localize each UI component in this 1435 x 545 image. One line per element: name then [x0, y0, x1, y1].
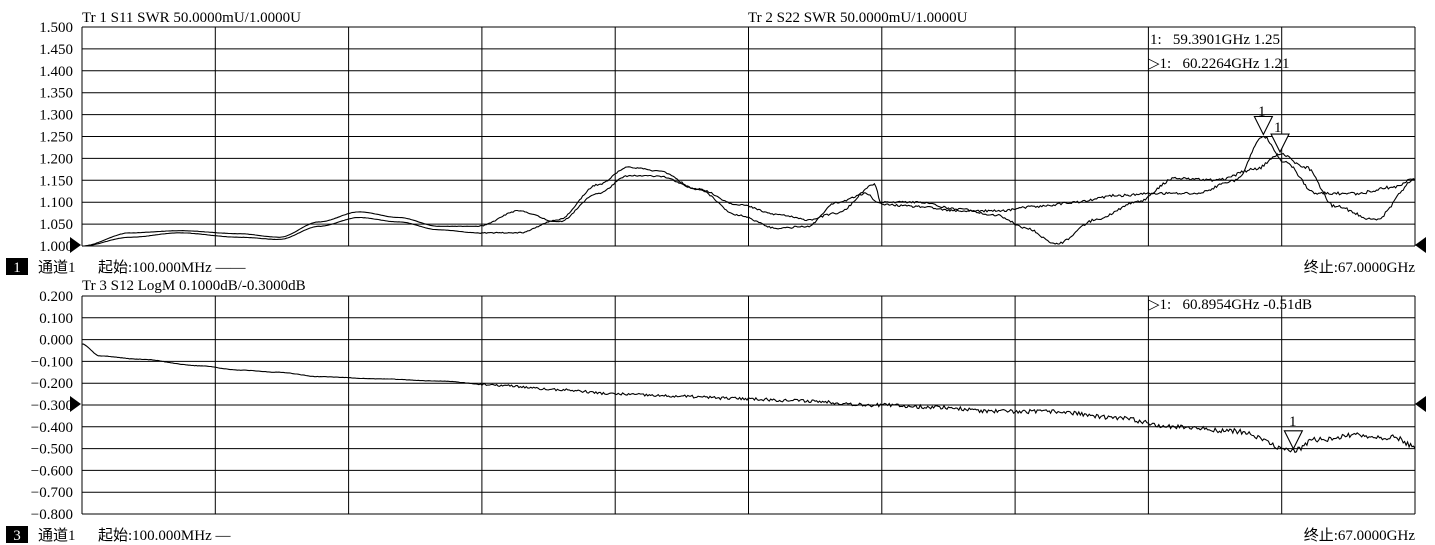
y-tick-label: −0.700	[31, 485, 73, 501]
y-tick-label: 1.400	[39, 64, 73, 80]
top-plot-grid	[81, 26, 1416, 247]
trace-line	[82, 152, 1415, 247]
y-tick-label: −0.400	[31, 420, 73, 436]
y-tick-label: 1.050	[39, 217, 73, 233]
reference-right-arrow-icon[interactable]	[1415, 396, 1426, 412]
y-tick-label: 0.100	[39, 311, 73, 327]
bottom-y-axis-ticks: 0.200 0.100 0.000 −0.100 −0.200 −0.300 −0.400 −…	[31, 289, 73, 523]
bottom-markers[interactable]	[1283, 430, 1304, 451]
trace-line	[81, 135, 1416, 247]
top-y-axis-ticks: 1.500 1.450 1.400 1.350 1.300 1.250 1.200 1.150…	[39, 20, 73, 255]
y-tick-label: 1.250	[39, 130, 73, 146]
y-tick-label: −0.600	[31, 463, 73, 479]
marker-flag-1: 1	[1258, 104, 1266, 120]
y-tick-label: −0.100	[31, 354, 73, 370]
channel-badge-label: 1	[13, 260, 21, 276]
y-tick-label: 0.200	[39, 289, 73, 305]
y-tick-label: −0.200	[31, 376, 73, 392]
channel-badge-label: 3	[13, 528, 21, 544]
bottom-traces	[82, 343, 1416, 454]
stop-frequency[interactable]: 终止:67.0000GHz	[1304, 527, 1416, 544]
marker-readout-1: 1: 59.3901GHz 1.25	[1150, 32, 1280, 48]
channel-label: 通道1	[38, 527, 76, 544]
channel-badge[interactable]	[6, 258, 28, 275]
marker-flag-2: 1	[1274, 120, 1282, 136]
y-tick-label: −0.300	[31, 398, 73, 414]
y-tick-label: 1.150	[39, 173, 73, 189]
top-traces	[81, 135, 1416, 247]
start-frequency[interactable]: 起始:100.000MHz —	[98, 527, 231, 544]
stop-frequency[interactable]: 终止:67.0000GHz	[1304, 259, 1416, 276]
y-tick-label: 1.450	[39, 42, 73, 58]
y-tick-label: −0.800	[31, 507, 73, 523]
y-tick-label: 1.300	[39, 108, 73, 124]
top-markers[interactable]	[1253, 115, 1290, 154]
marker-flag-3: 1	[1289, 414, 1297, 430]
marker-triangle-icon[interactable]	[1283, 430, 1304, 451]
trace-2-header[interactable]: Tr 2 S22 SWR 50.0000mU/1.0000U	[748, 10, 968, 26]
y-tick-label: 1.000	[39, 239, 73, 255]
y-tick-label: 1.100	[39, 195, 73, 211]
marker-readout-3: ▷1: 60.8954GHz -0.51dB	[1148, 297, 1312, 313]
y-tick-label: 1.350	[39, 86, 73, 102]
y-tick-label: 1.500	[39, 20, 73, 36]
channel-label: 通道1	[38, 259, 76, 276]
reference-left-arrow-icon[interactable]	[70, 396, 81, 412]
trace-line	[82, 343, 1416, 454]
bottom-plot-grid	[81, 295, 1416, 515]
start-frequency[interactable]: 起始:100.000MHz ——	[98, 259, 246, 276]
channel-badge[interactable]	[6, 526, 28, 543]
y-tick-label: 1.200	[39, 151, 73, 167]
marker-triangle-icon[interactable]	[1270, 133, 1290, 154]
marker-triangle-icon[interactable]	[1253, 115, 1274, 136]
trace-1-header[interactable]: Tr 1 S11 SWR 50.0000mU/1.0000U	[82, 10, 301, 26]
reference-right-arrow-icon[interactable]	[1415, 237, 1426, 253]
y-tick-label: −0.500	[31, 442, 73, 458]
y-tick-label: 0.000	[39, 333, 73, 349]
reference-left-arrow-icon[interactable]	[70, 237, 81, 253]
trace-3-header[interactable]: Tr 3 S12 LogM 0.1000dB/-0.3000dB	[82, 278, 306, 294]
marker-readout-2: ▷1: 60.2264GHz 1.21	[1148, 56, 1290, 72]
